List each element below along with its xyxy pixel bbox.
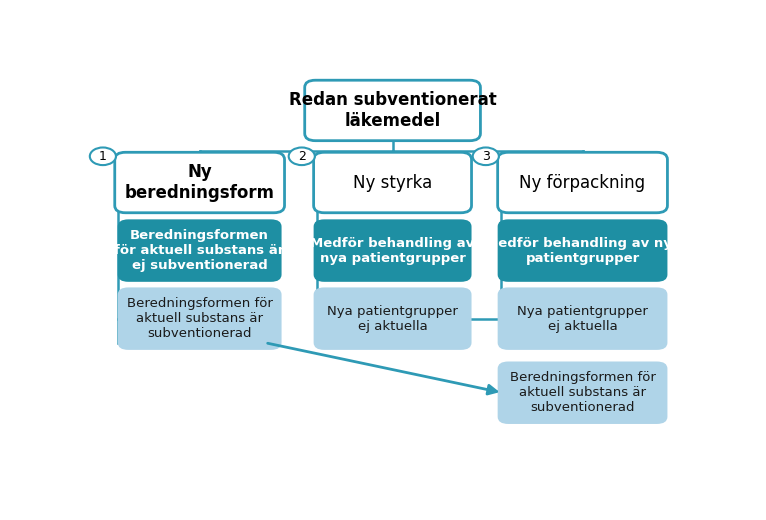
FancyBboxPatch shape xyxy=(498,219,667,282)
Text: 1: 1 xyxy=(99,150,106,163)
FancyBboxPatch shape xyxy=(313,152,472,213)
Text: Nya patientgrupper
ej aktuella: Nya patientgrupper ej aktuella xyxy=(327,305,458,333)
Text: Ny förpackning: Ny förpackning xyxy=(519,174,646,191)
Circle shape xyxy=(289,148,315,165)
Circle shape xyxy=(90,148,116,165)
Circle shape xyxy=(473,148,499,165)
Text: Nya patientgrupper
ej aktuella: Nya patientgrupper ej aktuella xyxy=(517,305,648,333)
Text: Redan subventionerat
läkemedel: Redan subventionerat läkemedel xyxy=(289,91,496,130)
Text: Medför behandling av nya
patientgrupper: Medför behandling av nya patientgrupper xyxy=(485,237,680,265)
Text: 2: 2 xyxy=(298,150,306,163)
Text: Beredningsformen för
aktuell substans är
subventionerad: Beredningsformen för aktuell substans är… xyxy=(126,297,273,340)
Text: Beredningsformen
för aktuell substans är
ej subventionerad: Beredningsformen för aktuell substans är… xyxy=(114,229,285,272)
Text: Beredningsformen för
aktuell substans är
subventionerad: Beredningsformen för aktuell substans är… xyxy=(509,371,656,414)
FancyBboxPatch shape xyxy=(313,288,472,350)
FancyBboxPatch shape xyxy=(115,152,284,213)
FancyBboxPatch shape xyxy=(498,361,667,424)
FancyBboxPatch shape xyxy=(313,219,472,282)
FancyBboxPatch shape xyxy=(498,288,667,350)
FancyBboxPatch shape xyxy=(118,219,282,282)
FancyBboxPatch shape xyxy=(498,152,667,213)
Text: Medför behandling av
nya patientgrupper: Medför behandling av nya patientgrupper xyxy=(310,237,475,265)
Text: Ny
beredningsform: Ny beredningsform xyxy=(125,163,275,202)
Text: 3: 3 xyxy=(482,150,489,163)
FancyBboxPatch shape xyxy=(118,288,282,350)
Text: Ny styrka: Ny styrka xyxy=(353,174,432,191)
FancyBboxPatch shape xyxy=(305,80,480,141)
